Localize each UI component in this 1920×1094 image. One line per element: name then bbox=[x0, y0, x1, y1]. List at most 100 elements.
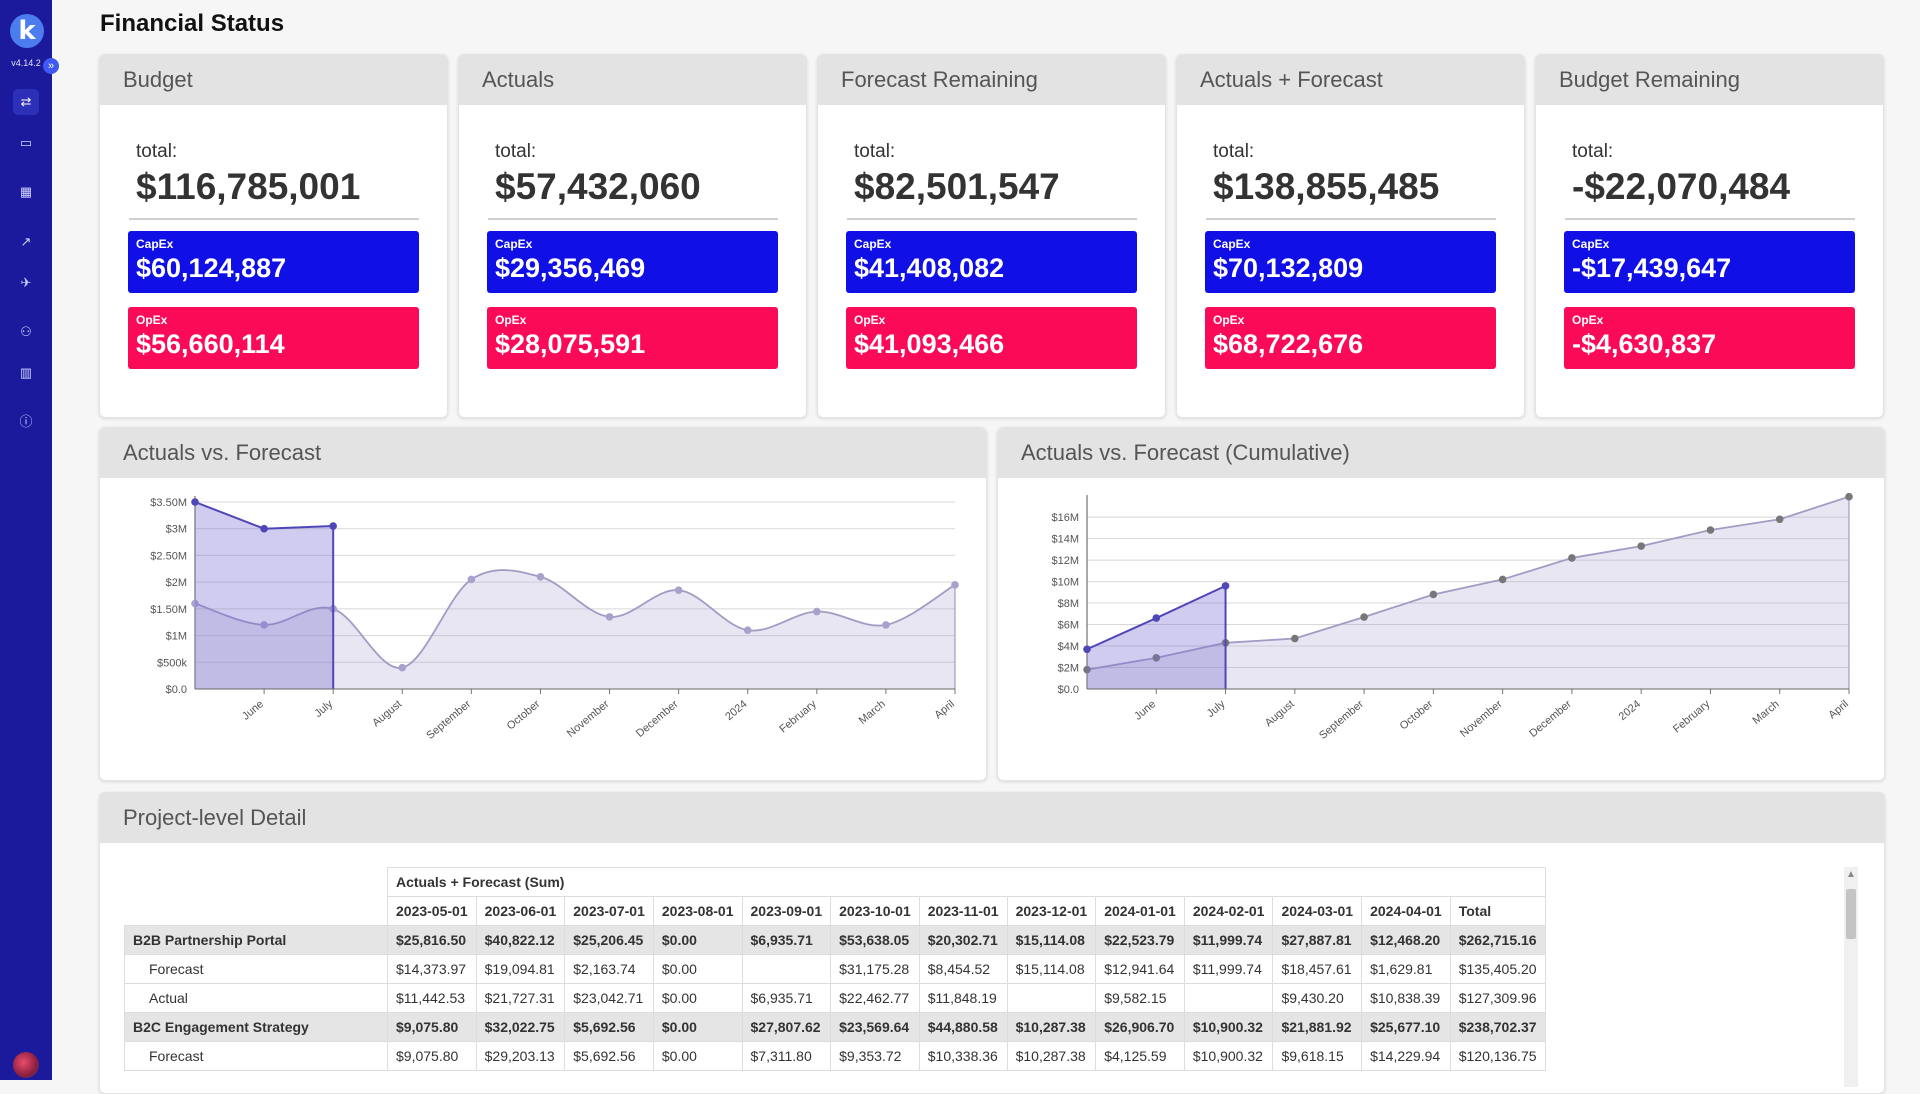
data-point[interactable] bbox=[260, 524, 268, 533]
value-cell: $0.00 bbox=[652, 925, 743, 955]
value-cell: $22,523.79 bbox=[1095, 925, 1185, 955]
capex-pill: CapEx $70,132,809 bbox=[1205, 231, 1496, 293]
data-point[interactable] bbox=[1152, 614, 1161, 622]
series-area bbox=[1087, 585, 1226, 689]
column-header[interactable]: 2023-08-01 bbox=[652, 896, 743, 926]
detail-title: Project-level Detail bbox=[100, 793, 1884, 843]
x-tick-label: September bbox=[424, 698, 473, 742]
building-icon[interactable]: ▥ bbox=[19, 365, 33, 380]
capex-pill: CapEx $60,124,887 bbox=[128, 231, 419, 293]
data-point[interactable] bbox=[1637, 542, 1645, 550]
people-icon[interactable]: ⚇ bbox=[20, 324, 32, 339]
data-point[interactable] bbox=[674, 586, 683, 594]
x-tick-label: 2024 bbox=[723, 698, 749, 723]
value-cell: $15,114.08 bbox=[1006, 925, 1097, 955]
sub-row[interactable]: Actual $11,442.53 $21,727.31 $23,042.71 $0.0… bbox=[124, 983, 1546, 1013]
data-point[interactable] bbox=[1706, 526, 1715, 534]
column-header[interactable]: 2024-04-01 bbox=[1361, 896, 1451, 926]
total-label: total: bbox=[1572, 141, 1614, 162]
card-title: Budget bbox=[100, 55, 447, 105]
value-cell: $23,042.71 bbox=[564, 983, 654, 1013]
value-cell: $10,338.36 bbox=[918, 1041, 1008, 1071]
page-title: Financial Status bbox=[100, 10, 285, 37]
total-value: $138,855,485 bbox=[1213, 166, 1440, 207]
column-header[interactable]: 2023-10-01 bbox=[830, 896, 920, 926]
line-chart-icon[interactable]: ↗ bbox=[20, 234, 32, 249]
value-cell bbox=[1006, 983, 1097, 1013]
scroll-up-icon[interactable]: ▲ bbox=[1846, 869, 1856, 880]
column-header[interactable]: Total bbox=[1449, 896, 1546, 926]
project-row[interactable]: B2B Partnership Portal $25,816.50 $40,822.… bbox=[124, 925, 1546, 955]
column-header[interactable]: 2023-07-01 bbox=[564, 896, 654, 926]
data-point[interactable] bbox=[1498, 575, 1507, 584]
x-tick-label: July bbox=[1205, 698, 1228, 720]
rocket-icon[interactable]: ✈ bbox=[20, 275, 32, 290]
data-point[interactable] bbox=[329, 522, 337, 530]
value-cell: $9,582.15 bbox=[1095, 983, 1185, 1013]
total-value: $116,785,001 bbox=[136, 166, 361, 207]
opex-pill: OpEx $68,722,676 bbox=[1205, 307, 1496, 369]
column-header[interactable]: 2023-09-01 bbox=[741, 896, 832, 926]
data-point[interactable] bbox=[605, 613, 614, 621]
value-cell: $18,457.61 bbox=[1272, 954, 1363, 984]
data-point[interactable] bbox=[882, 621, 890, 629]
sidebar: k v4.14.2 » ⇄ ▭ ▦ ↗ ✈ ⚇ ▥ ⓘ bbox=[0, 0, 59, 1080]
data-point[interactable] bbox=[398, 663, 407, 672]
column-header[interactable]: 2024-02-01 bbox=[1183, 896, 1274, 926]
data-point[interactable] bbox=[191, 599, 199, 608]
x-tick-label: March bbox=[1751, 698, 1782, 727]
transfer-icon[interactable]: ⇄ bbox=[13, 89, 39, 115]
data-point[interactable] bbox=[536, 573, 545, 581]
capex-pill: CapEx $29,356,469 bbox=[487, 231, 778, 293]
value-cell: $40,822.12 bbox=[475, 925, 566, 955]
project-detail-card: Project-level Detail Actuals + Forecast … bbox=[99, 792, 1885, 1094]
data-point[interactable] bbox=[1775, 515, 1784, 524]
column-header[interactable]: 2023-06-01 bbox=[475, 896, 566, 926]
scroll-thumb[interactable] bbox=[1846, 889, 1856, 939]
x-tick-label: 2024 bbox=[1617, 698, 1643, 723]
data-point[interactable] bbox=[1568, 554, 1576, 562]
data-point[interactable] bbox=[1360, 613, 1368, 621]
value-cell: $27,887.81 bbox=[1272, 925, 1363, 955]
data-point[interactable] bbox=[1845, 492, 1853, 501]
data-point[interactable] bbox=[1291, 634, 1299, 643]
value-cell: $238,702.37 bbox=[1449, 1012, 1546, 1042]
briefcase-icon[interactable]: ▭ bbox=[19, 135, 33, 150]
data-point[interactable] bbox=[1083, 665, 1091, 674]
data-point[interactable] bbox=[1083, 645, 1091, 654]
data-point[interactable] bbox=[1221, 582, 1230, 590]
app-logo[interactable]: k bbox=[10, 14, 44, 48]
column-header[interactable]: 2023-11-01 bbox=[918, 896, 1008, 926]
data-point[interactable] bbox=[951, 581, 959, 589]
expand-sidebar-icon[interactable]: » bbox=[43, 58, 59, 74]
data-point[interactable] bbox=[260, 621, 268, 629]
x-tick-label: September bbox=[1317, 698, 1366, 742]
sub-row[interactable]: Forecast $14,373.97 $19,094.81 $2,163.74 $0.… bbox=[124, 954, 1546, 984]
project-row[interactable]: B2C Engagement Strategy $9,075.80 $32,022.… bbox=[124, 1012, 1546, 1042]
column-header[interactable]: 2024-03-01 bbox=[1272, 896, 1363, 926]
sub-row[interactable]: Forecast $9,075.80 $29,203.13 $5,692.56 $0.0… bbox=[124, 1041, 1546, 1071]
calendar-icon[interactable]: ▦ bbox=[19, 184, 33, 199]
data-point[interactable] bbox=[743, 626, 752, 635]
table-scrollbar[interactable]: ▲ bbox=[1844, 867, 1858, 1087]
data-point[interactable] bbox=[467, 575, 476, 584]
data-point[interactable] bbox=[1152, 654, 1161, 662]
value-cell: $14,373.97 bbox=[387, 954, 477, 984]
value-cell: $29,203.13 bbox=[475, 1041, 566, 1071]
value-cell: $135,405.20 bbox=[1449, 954, 1546, 984]
opex-label: OpEx bbox=[1213, 313, 1245, 327]
value-cell bbox=[1183, 983, 1274, 1013]
data-point[interactable] bbox=[1429, 590, 1438, 599]
y-tick-label: $3.50M bbox=[150, 497, 187, 509]
group-header: Actuals + Forecast (Sum) bbox=[387, 867, 1546, 897]
capex-label: CapEx bbox=[854, 237, 892, 251]
data-point[interactable] bbox=[191, 498, 199, 506]
info-icon[interactable]: ⓘ bbox=[19, 414, 33, 429]
data-point[interactable] bbox=[813, 607, 821, 616]
opex-label: OpEx bbox=[854, 313, 886, 327]
user-avatar[interactable] bbox=[13, 1052, 39, 1078]
column-header[interactable]: 2024-01-01 bbox=[1095, 896, 1185, 926]
actuals-plus-forecast-card: Actuals + Forecast total: $138,855,485 C… bbox=[1176, 54, 1525, 418]
column-header[interactable]: 2023-05-01 bbox=[387, 896, 477, 926]
column-header[interactable]: 2023-12-01 bbox=[1006, 896, 1097, 926]
